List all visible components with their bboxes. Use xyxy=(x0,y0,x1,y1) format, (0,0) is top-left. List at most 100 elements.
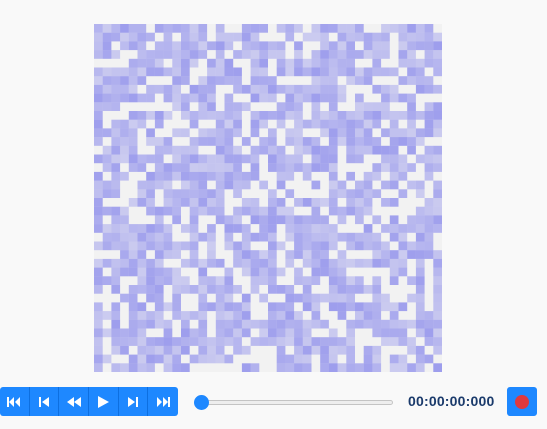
heatmap-cell xyxy=(172,76,181,85)
heatmap-cell xyxy=(215,189,225,198)
heatmap-cell xyxy=(415,41,425,51)
heatmap-cell xyxy=(94,258,103,268)
heatmap-cell xyxy=(146,154,155,164)
heatmap-cell xyxy=(433,224,442,233)
heatmap-cell xyxy=(111,128,121,138)
heatmap-cell xyxy=(294,337,303,346)
timeline-slider-thumb[interactable] xyxy=(194,395,209,410)
heatmap-cell xyxy=(137,319,147,329)
heatmap-cell xyxy=(94,128,103,138)
heatmap-cell xyxy=(146,319,155,329)
heatmap-cell xyxy=(311,102,321,111)
heatmap-cell xyxy=(233,215,242,225)
heatmap-cell xyxy=(198,198,208,207)
step-forward-button[interactable] xyxy=(118,387,149,416)
heatmap-cell xyxy=(346,76,355,85)
heatmap-cell xyxy=(372,111,382,120)
heatmap-cell xyxy=(215,285,225,294)
heatmap-cell xyxy=(102,311,112,320)
timeline-slider-track[interactable] xyxy=(201,400,393,405)
heatmap-cell xyxy=(120,206,129,216)
heatmap-cell xyxy=(372,311,382,320)
heatmap-cell xyxy=(172,145,181,155)
heatmap-cell xyxy=(111,215,121,225)
heatmap-cell xyxy=(363,232,373,242)
heatmap-cell xyxy=(94,93,103,103)
skip-to-end-icon xyxy=(157,396,171,407)
heatmap-cell xyxy=(433,328,442,338)
heatmap-cell xyxy=(372,119,382,129)
heatmap-cell xyxy=(372,189,382,198)
heatmap-cell xyxy=(363,111,373,120)
heatmap-cell xyxy=(285,24,295,33)
heatmap-cell xyxy=(198,41,208,51)
step-back-button[interactable] xyxy=(29,387,60,416)
heatmap-cell xyxy=(137,111,147,120)
heatmap-cell xyxy=(398,111,408,120)
heatmap-cell xyxy=(285,32,295,42)
heatmap-cell xyxy=(241,319,251,329)
heatmap-cell xyxy=(233,302,242,312)
heatmap-cell xyxy=(233,32,242,42)
heatmap-cell xyxy=(120,363,129,372)
heatmap-cell xyxy=(128,241,138,251)
heatmap-cell xyxy=(154,84,164,94)
heatmap-cell xyxy=(94,311,103,320)
heatmap-cell xyxy=(363,285,373,294)
heatmap-cell xyxy=(302,285,312,294)
heatmap-cell xyxy=(398,363,408,372)
heatmap-cell xyxy=(363,241,373,251)
heatmap-cell xyxy=(328,119,338,129)
heatmap-cell xyxy=(146,111,155,120)
heatmap-cell xyxy=(424,128,434,138)
heatmap-cell xyxy=(146,180,155,190)
heatmap-cell xyxy=(294,311,303,320)
heatmap-cell xyxy=(128,250,138,259)
heatmap-cell xyxy=(198,189,208,198)
heatmap-cell xyxy=(276,302,286,312)
heatmap-cell xyxy=(415,154,425,164)
heatmap-cell xyxy=(172,171,181,181)
heatmap-cell xyxy=(337,337,347,346)
heatmap-cell xyxy=(111,345,121,355)
heatmap-cell xyxy=(372,32,382,42)
heatmap-cell xyxy=(215,58,225,68)
heatmap-cell xyxy=(146,241,155,251)
last-frame-button[interactable] xyxy=(148,387,178,416)
heatmap-cell xyxy=(181,76,190,85)
heatmap-cell xyxy=(198,180,208,190)
heatmap-cell xyxy=(320,232,329,242)
heatmap-cell xyxy=(128,32,138,42)
heatmap-cell xyxy=(137,302,147,312)
heatmap-cell xyxy=(415,241,425,251)
heatmap-cell xyxy=(433,285,442,294)
record-button[interactable] xyxy=(507,387,537,416)
heatmap-cell xyxy=(389,258,399,268)
heatmap-cell xyxy=(363,41,373,51)
heatmap-cell xyxy=(398,189,408,198)
heatmap-cell xyxy=(424,111,434,120)
heatmap-cell xyxy=(102,163,112,172)
heatmap-cell xyxy=(398,354,408,364)
heatmap-cell xyxy=(111,119,121,129)
heatmap-cell xyxy=(294,102,303,111)
heatmap-cell xyxy=(415,111,425,120)
heatmap-cell xyxy=(424,76,434,85)
heatmap-cell xyxy=(146,224,155,233)
heatmap-cell xyxy=(346,328,355,338)
heatmap-cell xyxy=(102,32,112,42)
heatmap-cell xyxy=(433,258,442,268)
heatmap-cell xyxy=(224,76,234,85)
heatmap-cell xyxy=(389,328,399,338)
heatmap-cell xyxy=(207,224,216,233)
heatmap-cell xyxy=(128,58,138,68)
first-frame-button[interactable] xyxy=(0,387,30,416)
heatmap-cell xyxy=(389,154,399,164)
heatmap-cell xyxy=(172,250,181,259)
heatmap-cell xyxy=(172,267,181,277)
play-button[interactable] xyxy=(88,387,119,416)
heatmap-cell xyxy=(415,128,425,138)
heatmap-cell xyxy=(198,128,208,138)
rewind-button[interactable] xyxy=(59,387,89,416)
heatmap-cell xyxy=(233,250,242,259)
